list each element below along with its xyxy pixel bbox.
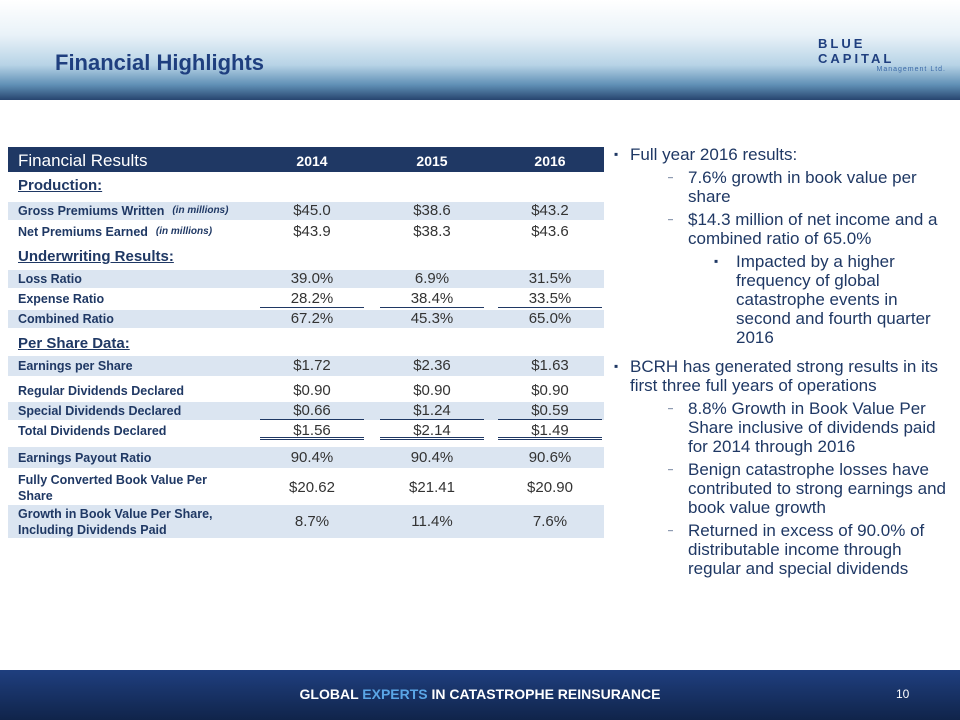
section-header: Per Share Data: [18,335,130,352]
row-label: Gross Premiums Written (in millions) [18,202,243,220]
row-shade [8,505,604,538]
cell-value: $1.24 [380,402,484,420]
bullet: 7.6% growth in book value per share [612,168,952,206]
row-shade [8,310,604,328]
cell-value: $0.59 [498,402,602,420]
row-label-text: Total Dividends Declared [18,424,167,438]
banner [0,0,960,100]
row-label-text: Earnings Payout Ratio [18,450,152,465]
cell-value: $38.3 [413,223,451,240]
bullet: Returned in excess of 90.0% of distribut… [612,521,952,578]
row-label: Net Premiums Earned (in millions) [18,222,243,242]
tagline-highlight: EXPERTS [362,686,428,702]
row-shade [8,270,604,288]
cell-value: $0.66 [260,402,364,420]
slide-title: Financial Highlights [55,50,265,75]
column-header: 2016 [534,153,566,169]
bullet: 8.8% Growth in Book Value Per Share incl… [612,399,952,456]
tagline-text: IN CATASTROPHE REINSURANCE [431,686,661,702]
cell-value: $0.90 [413,382,451,399]
table-header [8,147,604,172]
cell-value: 33.5% [498,290,602,308]
section-header: Production: [18,177,103,194]
logo-subtitle: Management Ltd. [876,66,946,73]
cell-value: $38.6 [413,202,451,219]
row-label: Special Dividends Declared [18,402,243,420]
cell-value: 39.0% [290,270,334,287]
cell-value: 45.3% [410,310,454,327]
bullet: Benign catastrophe losses have contribut… [612,460,952,517]
row-label-text: Fully Converted Book Value Per Share [18,472,207,503]
cell-value: 90.4% [290,449,334,466]
cell-value: $0.90 [531,382,569,399]
cell-value: 65.0% [528,310,572,327]
cell-value: 38.4% [380,290,484,308]
column-header: 2014 [296,153,328,169]
row-label-text: Special Dividends Declared [18,404,182,418]
row-shade [8,202,604,220]
tagline: GLOBAL EXPERTS IN CATASTROPHE REINSURANC… [0,686,960,702]
cell-value: 31.5% [528,270,572,287]
cell-value: $43.2 [531,202,569,219]
row-label: Earnings per Share [18,356,243,376]
bullet: BCRH has generated strong results in its… [612,357,952,395]
cell-value: 8.7% [294,513,330,530]
cell-value: 6.9% [414,270,450,287]
cell-value: $1.49 [498,422,602,440]
row-shade [8,402,604,420]
section-header: Underwriting Results: [18,248,174,265]
footer: GLOBAL EXPERTS IN CATASTROPHE REINSURANC… [0,670,960,720]
row-label-text: Combined Ratio [18,312,114,326]
table-title: Financial Results [18,151,148,170]
cell-value: $45.0 [293,202,331,219]
row-shade [8,447,604,468]
row-label-text: Earnings per Share [18,359,133,373]
row-label: Growth in Book Value Per Share, Includin… [18,505,243,538]
row-label: Expense Ratio [18,290,243,308]
row-label: Earnings Payout Ratio [18,447,243,468]
cell-value: $20.90 [527,479,573,496]
bullet-list: Full year 2016 results: 7.6% growth in bo… [612,145,952,582]
cell-value: 11.4% [411,513,453,530]
row-label-text: Loss Ratio [18,272,82,286]
cell-value: 67.2% [290,310,334,327]
cell-value: $1.72 [293,357,331,374]
cell-value: $2.36 [413,357,451,374]
bullet: Full year 2016 results: [612,145,952,164]
cell-value: 7.6% [532,513,568,530]
cell-value: $43.6 [531,223,569,240]
row-label-text: Expense Ratio [18,292,105,306]
bullet: $14.3 million of net income and a combin… [612,210,952,248]
cell-value: 90.6% [528,449,572,466]
cell-value: $43.9 [293,223,331,240]
row-label: Combined Ratio [18,310,243,328]
cell-value: $20.62 [289,479,335,496]
page-number: 10 [896,687,910,701]
row-note: (in millions) [155,226,213,237]
logo-name: BLUE CAPITAL [818,36,895,66]
row-note: (in millions) [172,205,229,216]
row-label: Total Dividends Declared [18,422,243,440]
row-label-text: Gross Premiums Written [18,204,165,218]
column-header: 2015 [416,153,448,169]
row-label-text: Regular Dividends Declared [18,384,185,398]
row-label: Regular Dividends Declared [18,382,243,400]
row-label-text: Growth in Book Value Per Share, Includin… [18,506,213,537]
cell-value: $0.90 [293,382,331,399]
row-shade [8,356,604,376]
cell-value: $1.63 [531,357,569,374]
row-label: Fully Converted Book Value Per Share [18,470,243,505]
cell-value: $21.41 [409,479,455,496]
bullet: Impacted by a higher frequency of global… [612,252,952,347]
cell-value: $1.56 [260,422,364,440]
row-label: Loss Ratio [18,270,243,288]
logo: BLUE CAPITAL Management Ltd. [818,36,946,73]
cell-value: 28.2% [260,290,364,308]
cell-value: 90.4% [410,449,454,466]
cell-value: $2.14 [380,422,484,440]
row-label-text: Net Premiums Earned [18,225,148,239]
tagline-text: GLOBAL [299,686,359,702]
